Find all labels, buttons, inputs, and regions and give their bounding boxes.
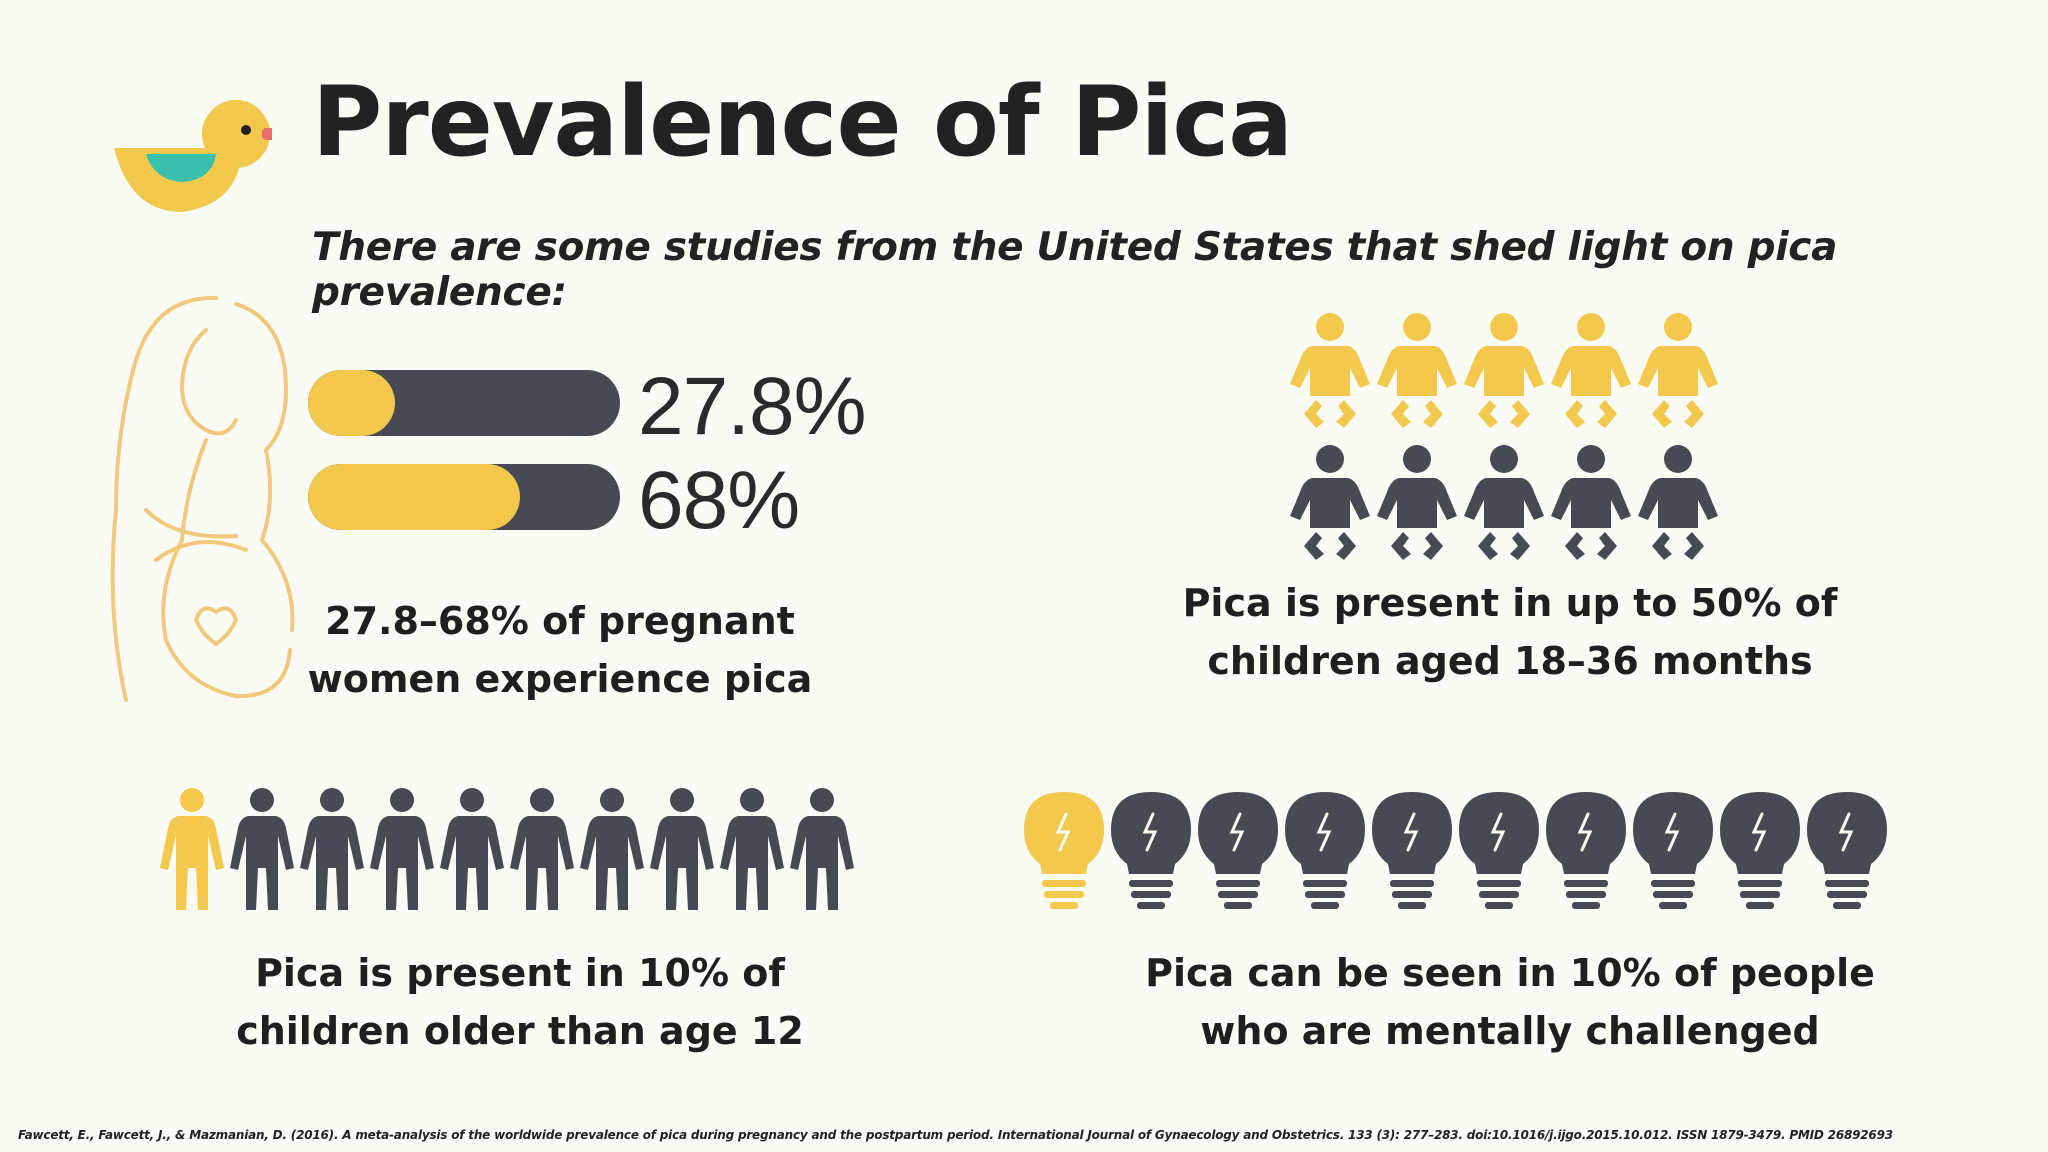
lightbulb-icon-row xyxy=(1022,790,1892,914)
mental-caption: Pica can be seen in 10% of people who ar… xyxy=(1130,944,1890,1060)
lightbulb-icon-6 xyxy=(1457,790,1541,912)
person-icon-8 xyxy=(650,788,714,912)
toddlers-caption: Pica is present in up to 50% of children… xyxy=(1160,574,1860,690)
duck-logo-icon xyxy=(112,94,272,220)
pregnancy-bar-1 xyxy=(308,370,620,436)
baby-icon-10 xyxy=(1638,444,1718,564)
person-icon-row xyxy=(160,788,880,912)
baby-icon-6 xyxy=(1290,444,1370,564)
toddlers-caption-line2: children aged 18–36 months xyxy=(1207,639,1813,683)
person-icon-2 xyxy=(230,788,294,912)
pregnancy-caption-line2: women experience pica xyxy=(307,657,813,701)
bar-fill-2 xyxy=(308,464,521,530)
person-icon-5 xyxy=(440,788,504,912)
page-title: Prevalence of Pica xyxy=(312,66,1293,178)
person-icon-9 xyxy=(720,788,784,912)
older-children-caption: Pica is present in 10% of children older… xyxy=(200,944,840,1060)
page-subtitle: There are some studies from the United S… xyxy=(312,225,1838,315)
baby-icon-5 xyxy=(1638,312,1718,432)
bar-2-label: 68% xyxy=(638,455,800,546)
baby-icon-grid xyxy=(1290,312,1730,572)
lightbulb-icon-9 xyxy=(1718,790,1802,912)
person-icon-6 xyxy=(510,788,574,912)
person-icon-4 xyxy=(370,788,434,912)
mental-caption-line2: who are mentally challenged xyxy=(1200,1009,1820,1053)
person-icon-7 xyxy=(580,788,644,912)
lightbulb-icon-3 xyxy=(1196,790,1280,912)
older-children-caption-line1: Pica is present in 10% of xyxy=(255,951,785,995)
baby-icon-2 xyxy=(1377,312,1457,432)
pregnancy-bar-2 xyxy=(308,464,620,530)
lightbulb-icon-10 xyxy=(1805,790,1889,912)
toddlers-caption-line1: Pica is present in up to 50% of xyxy=(1182,581,1838,625)
lightbulb-icon-4 xyxy=(1283,790,1367,912)
person-icon-3 xyxy=(300,788,364,912)
person-icon-1 xyxy=(160,788,224,912)
mental-caption-line1: Pica can be seen in 10% of people xyxy=(1145,951,1875,995)
lightbulb-icon-7 xyxy=(1544,790,1628,912)
baby-icon-9 xyxy=(1551,444,1631,564)
bar-1-label: 27.8% xyxy=(638,361,867,452)
baby-icon-4 xyxy=(1551,312,1631,432)
pregnancy-caption-line1: 27.8–68% of pregnant xyxy=(325,599,795,643)
bar-fill-1 xyxy=(308,370,395,436)
pregnant-woman-icon xyxy=(86,290,296,710)
lightbulb-icon-2 xyxy=(1109,790,1193,912)
person-icon-10 xyxy=(790,788,854,912)
pregnancy-caption: 27.8–68% of pregnant women experience pi… xyxy=(270,592,850,708)
citation: Fawcett, E., Fawcett, J., & Mazmanian, D… xyxy=(18,1128,1893,1142)
lightbulb-icon-8 xyxy=(1631,790,1715,912)
lightbulb-icon-1 xyxy=(1022,790,1106,912)
baby-icon-8 xyxy=(1464,444,1544,564)
baby-icon-7 xyxy=(1377,444,1457,564)
baby-icon-3 xyxy=(1464,312,1544,432)
baby-icon-1 xyxy=(1290,312,1370,432)
older-children-caption-line2: children older than age 12 xyxy=(236,1009,804,1053)
lightbulb-icon-5 xyxy=(1370,790,1454,912)
